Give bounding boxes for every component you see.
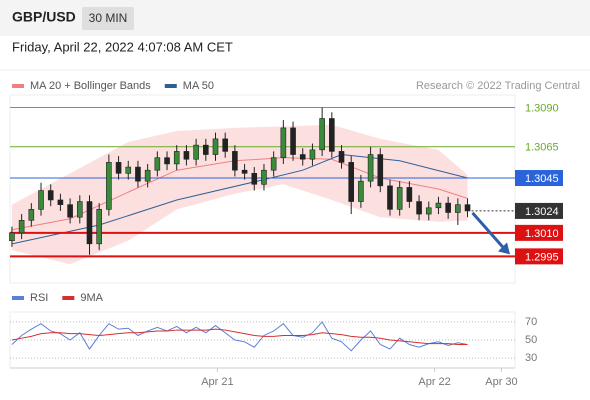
y-tick-label: 70: [525, 316, 537, 328]
candle-body: [241, 169, 248, 174]
timeframe-badge[interactable]: [82, 7, 134, 30]
candle-body: [280, 127, 287, 158]
level-box: [515, 248, 563, 265]
price-panel: [9, 94, 516, 284]
x-tick-label: Apr 30: [485, 376, 517, 388]
level-label: 1.3024: [525, 206, 559, 218]
candle-body: [406, 187, 413, 202]
legend-swatch: [12, 84, 24, 88]
candle-body: [435, 202, 442, 209]
legend-label: RSI: [30, 292, 48, 304]
level-box: [515, 202, 563, 219]
level-label: 1.3065: [525, 142, 559, 154]
candle-body: [222, 138, 228, 152]
candle-body: [329, 118, 335, 152]
candle-body: [135, 166, 141, 182]
candle-body: [193, 144, 199, 160]
candle-body: [203, 144, 209, 155]
candle-body: [18, 220, 25, 234]
candle-body: [144, 169, 151, 182]
candle-body: [9, 232, 15, 242]
candle-body: [47, 190, 54, 201]
candle-body: [299, 154, 306, 160]
symbol: GBP/USD: [12, 9, 76, 25]
legend-swatch: [164, 84, 177, 88]
candle-body: [377, 154, 384, 187]
candle-body: [183, 151, 190, 160]
candle-body: [445, 202, 451, 213]
candle-body: [125, 166, 132, 174]
candle-body: [115, 162, 122, 174]
candle-body: [67, 204, 73, 218]
level-label: 1.2995: [525, 251, 559, 263]
candle-body: [164, 157, 170, 165]
candle-body: [38, 190, 44, 210]
candle-body: [76, 201, 83, 218]
candle-body: [348, 162, 355, 202]
level-box: [515, 170, 563, 187]
legend-label: MA 20 + Bollinger Bands: [30, 80, 151, 92]
legend-swatch: [62, 296, 75, 300]
candle-body: [425, 207, 432, 215]
legend-swatch: [12, 296, 24, 300]
candle-body: [232, 151, 238, 171]
legend-label: MA 50: [183, 80, 214, 92]
level-label: 1.3010: [525, 228, 559, 240]
x-tick-label: Apr 21: [201, 376, 233, 388]
forecast-arrow: [471, 211, 506, 250]
candle-body: [173, 151, 180, 165]
level-label: 1.3090: [525, 102, 559, 114]
candle-body: [96, 209, 102, 245]
candle-body: [358, 180, 364, 202]
bollinger-band: [11, 124, 468, 265]
candle-body: [309, 149, 316, 160]
y-tick-label: 30: [525, 352, 537, 364]
candle-body: [455, 204, 461, 213]
candle-body: [86, 201, 93, 245]
candle-body: [261, 169, 267, 185]
candle-body: [290, 127, 296, 155]
candle-body: [270, 157, 277, 171]
candle-body: [154, 157, 161, 171]
rsi-line: [11, 328, 468, 346]
x-tick-label: Apr 22: [418, 376, 450, 388]
legend-label: 9MA: [80, 292, 103, 304]
y-tick-label: 50: [525, 334, 537, 346]
level-box: [515, 224, 563, 241]
level-label: 1.3045: [525, 173, 559, 185]
forecast-arrowhead: [498, 242, 510, 255]
timestamp: Friday, April 22, 2022 4:07:08 AM CET: [12, 39, 233, 54]
ma-line: [11, 154, 468, 245]
candle-body: [464, 204, 471, 212]
source: Research © 2022 Trading Central: [416, 80, 580, 92]
candle-body: [106, 162, 112, 210]
candle-body: [387, 185, 393, 210]
candle-body: [212, 138, 219, 155]
candle-body: [57, 199, 64, 205]
candle-body: [367, 154, 374, 182]
rsi-line: [11, 321, 468, 352]
candle-body: [416, 201, 422, 215]
candle-body: [251, 173, 258, 185]
candle-body: [28, 209, 35, 221]
candle-body: [396, 187, 403, 210]
candle-body: [319, 118, 325, 151]
timeframe[interactable]: 30 MIN: [89, 11, 128, 25]
candle-body: [338, 151, 345, 163]
